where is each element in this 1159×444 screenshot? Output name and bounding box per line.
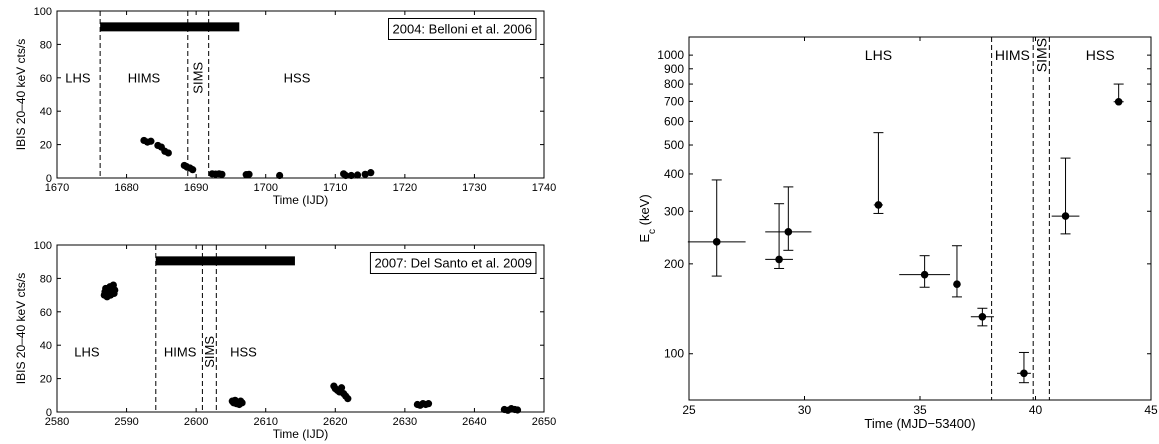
data-point: [979, 313, 987, 321]
data-point: [354, 171, 361, 178]
x-tick-label: 2640: [462, 416, 486, 428]
x-tick-label: 1720: [393, 182, 417, 194]
y-tick-label: 300: [664, 204, 684, 218]
chart-1: 1670 1680 1690 1700 1710 1720 1730 1740 0 20 40 60 8…: [14, 6, 556, 207]
data-point: [514, 406, 521, 413]
data-point: [425, 400, 432, 407]
annotation-box-text: 2004: Belloni et al. 2006: [393, 22, 533, 37]
state-label: LHS: [74, 344, 100, 359]
chart-2: 2580 2590 2600 2610 2620 2630 2640 2650 0 20 40 60 8…: [14, 240, 556, 441]
y-tick-label: 100: [664, 347, 684, 361]
state-label: SIMS: [191, 62, 206, 94]
data-point: [348, 172, 355, 179]
x-tick-label: 30: [798, 403, 812, 417]
x-axis-label: Time (IJD): [273, 427, 329, 441]
chart-3: 25 30 35 40 45 100 200 300 400 500 600 700 800900100…: [637, 37, 1158, 431]
data-point: [189, 166, 196, 173]
data-point: [1020, 370, 1028, 378]
data-point: [713, 238, 721, 246]
y-tick-label: 20: [40, 374, 52, 386]
y-tick-label: 0: [46, 407, 52, 419]
x-tick-label: 35: [913, 403, 927, 417]
state-label: HSS: [284, 70, 311, 85]
x-tick-label: 40: [1029, 403, 1043, 417]
y-tick-label: 700: [664, 94, 684, 108]
data-point: [147, 138, 154, 145]
state-label: LHS: [65, 70, 91, 85]
data-point: [344, 395, 351, 402]
x-axis-label: Time (IJD): [273, 193, 329, 207]
data-point: [218, 171, 225, 178]
data-point: [921, 271, 929, 279]
x-tick-label: 1740: [532, 182, 556, 194]
data-point: [1115, 98, 1123, 106]
y-tick-label: 80: [40, 39, 52, 51]
y-tick-label: 200: [664, 257, 684, 271]
data-point: [238, 399, 245, 406]
y-tick-label: 60: [40, 307, 52, 319]
data-point: [1062, 212, 1070, 220]
state-label: HSS: [230, 344, 257, 359]
y-axis-label: IBIS 20–40 keV cts/s: [14, 273, 28, 384]
y-tick-label: 500: [664, 138, 684, 152]
y-tick-label: 20: [40, 140, 52, 152]
data-point: [111, 286, 118, 293]
x-tick-label: 2590: [114, 416, 138, 428]
y-tick-label: 0: [46, 173, 52, 185]
data-point: [953, 280, 961, 288]
x-tick-label: 2630: [393, 416, 417, 428]
state-label: HIMS: [995, 47, 1030, 63]
annotation-box-text: 2007: Del Santo et al. 2009: [374, 256, 532, 271]
state-label: HIMS: [164, 344, 197, 359]
y-tick-label: 100: [34, 240, 52, 252]
data-point: [875, 201, 883, 209]
state-label: SIMS: [202, 336, 217, 368]
y-axis-label: IBIS 20–40 keV cts/s: [14, 39, 28, 150]
y-tick-label: 80: [40, 273, 52, 285]
x-tick-label: 1680: [114, 182, 138, 194]
data-point: [775, 256, 783, 264]
x-tick-label: 25: [682, 403, 696, 417]
data-point: [785, 228, 793, 236]
y-tick-label: 900: [664, 62, 684, 76]
x-tick-label: 2650: [532, 416, 556, 428]
plot-frame: [689, 37, 1151, 400]
data-point: [276, 172, 283, 179]
x-tick-label: 1730: [462, 182, 486, 194]
y-tick-label: 60: [40, 73, 52, 85]
state-label: LHS: [865, 47, 892, 63]
x-axis-label: Time (MJD−53400): [864, 416, 975, 431]
y-tick-label: 40: [40, 106, 52, 118]
state-label: SIMS: [1033, 38, 1049, 72]
observation-bar: [100, 22, 239, 31]
state-label: HIMS: [128, 70, 161, 85]
y-tick-label: 1000: [657, 48, 684, 62]
data-point: [367, 169, 374, 176]
y-axis-label: Ec (keV): [637, 194, 658, 242]
y-tick-label: 800: [664, 77, 684, 91]
state-label: HSS: [1086, 47, 1115, 63]
y-tick-label: 600: [664, 114, 684, 128]
x-tick-label: 2600: [184, 416, 208, 428]
y-tick-label: 400: [664, 167, 684, 181]
x-tick-label: 1690: [184, 182, 208, 194]
x-tick-label: 45: [1144, 403, 1158, 417]
y-tick-label: 100: [34, 6, 52, 18]
data-point: [245, 171, 252, 178]
y-tick-label: 40: [40, 340, 52, 352]
data-point: [165, 149, 172, 156]
observation-bar: [156, 256, 295, 265]
